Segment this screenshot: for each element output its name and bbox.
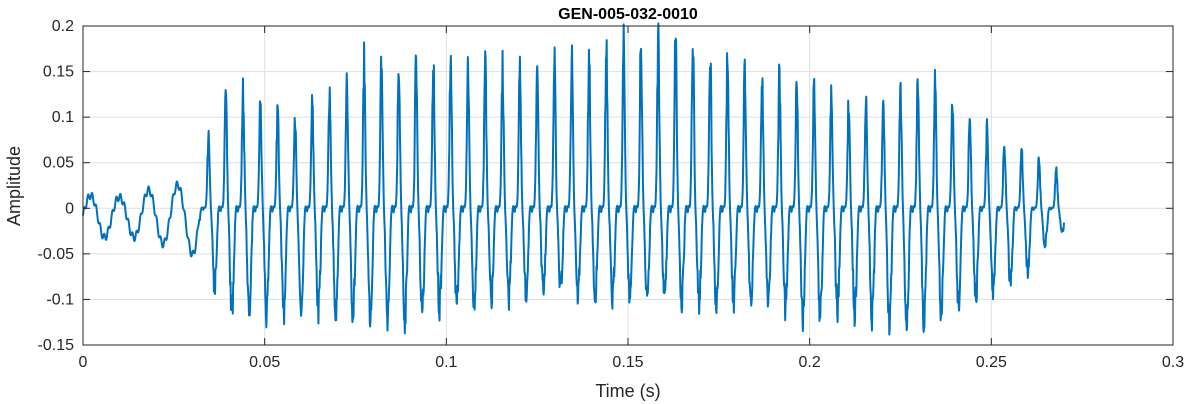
series-group (82, 22, 1065, 336)
x-axis-ticks: 0 0.05 0.1 0.15 0.2 0.25 0.3 (79, 26, 1184, 371)
x-tick-label: 0.2 (799, 354, 821, 371)
x-tick-label: 0.15 (612, 354, 643, 371)
y-tick-label: -0.1 (46, 291, 74, 308)
y-tick-label: 0.15 (43, 64, 74, 81)
chart-title: GEN-005-032-0010 (558, 6, 698, 23)
y-tick-label: -0.15 (38, 337, 75, 354)
y-tick-label: 0.1 (52, 109, 74, 126)
y-axis-ticks: -0.15 -0.1 -0.05 0 0.05 0.1 0.15 0.2 (38, 18, 1173, 354)
x-tick-label: 0 (79, 354, 88, 371)
y-tick-label: -0.05 (38, 246, 75, 263)
y-tick-label: 0 (65, 200, 74, 217)
y-tick-label: 0.05 (43, 155, 74, 172)
x-tick-label: 0.25 (976, 354, 1007, 371)
y-axis-label: Amplitude (4, 146, 24, 226)
y-tick-label: 0.2 (52, 18, 74, 35)
waveform-line (82, 22, 1065, 336)
x-tick-label: 0.3 (1162, 354, 1184, 371)
x-tick-label: 0.1 (435, 354, 457, 371)
x-axis-label: Time (s) (595, 381, 660, 401)
x-tick-label: 0.05 (249, 354, 280, 371)
